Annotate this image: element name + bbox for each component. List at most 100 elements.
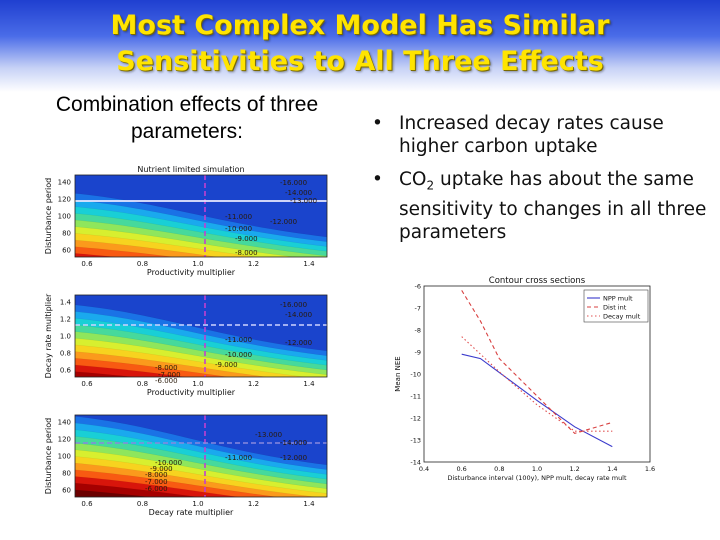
contour-label: -8.000 — [155, 364, 178, 372]
contour-label: -9.000 — [235, 235, 258, 243]
bullet-co2-prefix: CO — [399, 169, 427, 190]
y-tick-label: -10 — [410, 371, 421, 379]
bullet-item: • CO2 uptake has about the same sensitiv… — [368, 168, 713, 244]
y-axis-label: Mean NEE — [394, 356, 402, 391]
y-tick-label: 60 — [62, 487, 71, 495]
y-axis-label: Disturbance period — [44, 418, 53, 494]
legend-label: Dist int — [603, 304, 627, 312]
contour-label: -12.000 — [285, 339, 312, 347]
contour-label: -14.000 — [285, 311, 312, 319]
y-axis-label: Disturbance period — [44, 178, 53, 254]
x-tick-label: 1.4 — [303, 500, 315, 508]
x-tick-label: 0.6 — [81, 260, 93, 268]
bullet-co2-text: uptake has about the same sensitivity to… — [399, 169, 707, 243]
y-tick-label: 120 — [58, 436, 71, 444]
contour-label: -8.000 — [145, 471, 168, 479]
bullet-text: Increased decay rates cause higher carbo… — [399, 113, 664, 157]
x-axis-label: Disturbance interval (100y), NPP mult, d… — [447, 474, 627, 482]
y-tick-label: -9 — [415, 349, 421, 357]
y-tick-label: -8 — [415, 327, 421, 335]
contour-label: -12.000 — [280, 454, 307, 462]
contour-label: -6.000 — [155, 377, 178, 385]
x-tick-label: 0.4 — [419, 465, 429, 473]
legend-box — [583, 289, 649, 323]
y-tick-label: -13 — [410, 437, 421, 445]
y-tick-label: -12 — [410, 415, 421, 423]
x-tick-label: 1.0 — [192, 500, 203, 508]
plot-frame — [74, 294, 328, 378]
x-tick-label: 1.0 — [192, 260, 203, 268]
x-tick-label: 0.8 — [137, 260, 148, 268]
x-tick-label: 1.2 — [248, 380, 259, 388]
x-tick-label: 1.6 — [645, 465, 655, 473]
y-tick-label: 1.0 — [60, 333, 71, 341]
x-tick-label: 1.0 — [192, 380, 203, 388]
contour-label: -9.000 — [215, 361, 238, 369]
y-tick-label: -7 — [415, 305, 421, 313]
contour-label: -13.000 — [290, 197, 317, 205]
contour-label: -10.000 — [225, 225, 252, 233]
slide-title-line-2: Sensitivities to All Three Effects — [116, 46, 604, 77]
legend-label: Decay mult — [603, 313, 641, 321]
contour-fill — [75, 415, 327, 497]
x-tick-label: 1.4 — [607, 465, 617, 473]
contour-caption: Combination effects of three parameters: — [22, 91, 352, 145]
bullet-icon: • — [372, 113, 383, 134]
y-tick-label: 60 — [62, 247, 71, 255]
y-tick-label: 100 — [58, 453, 71, 461]
contour-band — [75, 489, 152, 497]
x-tick-label: 1.4 — [303, 260, 315, 268]
contour-label: -14.000 — [285, 189, 312, 197]
plot-frame — [74, 414, 328, 498]
title-background — [0, 0, 720, 200]
y-tick-label: 0.6 — [60, 367, 72, 375]
contour-label: -11.000 — [225, 454, 252, 462]
slide-title: Most Complex Model Has Similar Sensitivi… — [0, 8, 720, 80]
x-tick-label: 1.0 — [532, 465, 542, 473]
x-tick-label: 0.8 — [137, 500, 148, 508]
contour-band — [75, 246, 176, 257]
x-tick-label: 1.4 — [303, 380, 315, 388]
contour-label: -10.000 — [155, 459, 182, 467]
contour-label: -16.000 — [280, 301, 307, 309]
bullet-icon: • — [372, 169, 383, 190]
y-tick-label: -11 — [410, 393, 421, 401]
slide-title-line-1: Most Complex Model Has Similar — [110, 10, 610, 41]
contour-fill — [75, 175, 327, 257]
contour-label: -7.000 — [145, 478, 168, 486]
y-tick-label: 120 — [58, 196, 71, 204]
contour-panel-title: Nutrient limited simulation — [137, 165, 244, 174]
contour-panel: -16.000 -14.000-13.000 -11.000 -12.000 -10.0… — [44, 165, 328, 277]
contour-fill — [75, 295, 327, 377]
series-line — [461, 353, 613, 448]
y-tick-label: 0.8 — [60, 350, 71, 358]
contour-label: -16.000 — [280, 179, 307, 187]
x-tick-label: 1.2 — [569, 465, 579, 473]
contour-cross-section-chart: Contour cross sections 0.4 0.6 0.8 1.0 1.2 1.4… — [394, 276, 655, 482]
contour-band — [75, 371, 136, 377]
x-tick-label: 1.2 — [248, 500, 259, 508]
x-tick-label: 1.2 — [248, 260, 259, 268]
contour-label: -8.000 — [235, 249, 258, 257]
x-tick-label: 0.6 — [456, 465, 466, 473]
series-line — [461, 290, 613, 435]
contour-label: -9.000 — [150, 465, 173, 473]
y-tick-label: 1.4 — [60, 299, 72, 307]
x-axis-label: Productivity multiplier — [147, 268, 236, 277]
contour-label: -11.000 — [225, 213, 252, 221]
x-tick-label: 0.6 — [81, 500, 93, 508]
x-tick-label: 0.8 — [137, 380, 148, 388]
bullet-item: • Increased decay rates cause higher car… — [368, 112, 713, 158]
chart-title: Contour cross sections — [489, 276, 586, 286]
contour-label: -13.000 — [255, 431, 282, 439]
contour-label: -7.000 — [158, 371, 181, 379]
bullet-co2-subscript: 2 — [426, 178, 435, 193]
x-axis-label: Decay rate multiplier — [149, 508, 234, 517]
contour-band — [75, 364, 189, 377]
y-tick-label: 140 — [58, 419, 71, 427]
y-tick-label: 1.2 — [60, 316, 71, 324]
y-tick-label: -6 — [415, 283, 421, 291]
contour-label: -10.000 — [225, 351, 252, 359]
series-line — [461, 336, 613, 432]
contour-caption-line-2: parameters: — [130, 120, 244, 143]
